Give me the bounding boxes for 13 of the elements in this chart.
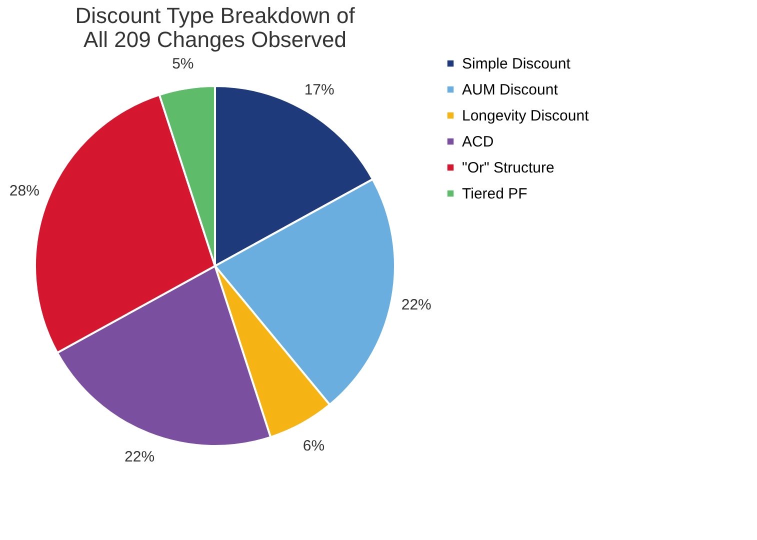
data-label: 22% [124, 448, 155, 466]
data-label: 6% [302, 438, 325, 455]
legend-label: Tiered PF [462, 186, 528, 202]
legend-label: AUM Discount [462, 82, 559, 98]
chart-title: Discount Type Breakdown of All 209 Changes Observed [75, 3, 356, 52]
data-label: 22% [401, 296, 432, 314]
data-label: 17% [304, 82, 334, 99]
legend-label: ACD [462, 134, 494, 150]
data-label: 28% [9, 182, 40, 200]
legend-label: "Or" Structure [462, 160, 554, 176]
legend-label: Simple Discount [462, 56, 572, 72]
data-label: 5% [172, 56, 194, 73]
legend-label: Longevity Discount [462, 108, 590, 124]
